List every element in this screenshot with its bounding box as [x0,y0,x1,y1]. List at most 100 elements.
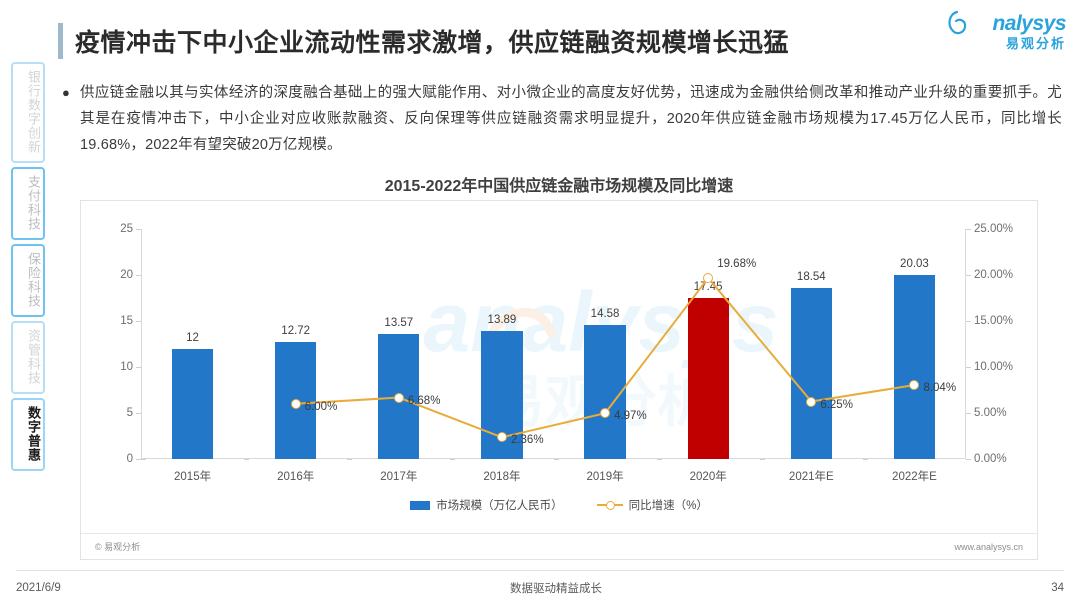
y-tick-left [136,459,141,460]
line-value-label: 6.25% [820,398,853,411]
sidebar-item-label: 支付科技 [26,175,41,231]
sidebar-item-asset-management-tech[interactable]: 资管科技 [11,321,45,394]
x-axis-label: 2019年 [586,471,624,483]
legend-item-line[interactable]: 同比增速（%） [596,497,708,513]
chart-bar[interactable] [687,298,729,459]
chart-line-series [295,276,915,439]
sidebar-item-insurance-tech[interactable]: 保险科技 [11,244,45,317]
logo-swirl-icon [948,10,967,35]
sidebar-item-digital-inclusive-finance[interactable]: 数字普惠 [11,398,45,471]
y-tick-left [136,275,141,276]
y-tick-left [136,413,141,414]
line-value-label: 2.36% [510,434,544,447]
line-data-point[interactable] [496,432,507,443]
chart-inner: analysys 易观分析 00.00%55.00%1010.00%1515.0… [81,201,1037,559]
chart-title: 2015-2022年中国供应链金融市场规模及同比增速 [384,178,734,195]
y-tick-right [966,229,971,230]
legend-swatch-bar-icon [410,500,431,510]
line-value-label: 19.68% [717,257,757,270]
y-axis-label-right: 25.00% [974,223,1014,235]
line-value-label: 4.97% [614,410,647,423]
x-tick [862,459,868,460]
analysys-logo: nalysys 易观分析 [946,8,1067,58]
legend-swatch-line-icon [596,500,623,510]
sidebar-item-label: 数字普惠 [26,406,41,462]
logo-wordmark-en: nalysys [992,12,1066,35]
chart-bar[interactable] [790,288,832,459]
y-axis-label-left: 0 [126,453,133,465]
logo-wordmark-cn: 易观分析 [1005,36,1066,51]
x-axis-label: 2017年 [380,471,418,483]
chart-axis-left [141,229,142,459]
page-footer: 2021/6/9 数据驱动精益成长 34 [16,578,1064,598]
bar-value-label: 12 [186,331,199,344]
footer-slogan: 数据驱动精益成长 [509,583,602,595]
sidebar-tabs: 银行数字创新 支付科技 保险科技 资管科技 数字普惠 [8,62,48,471]
x-tick [759,459,765,460]
sidebar-item-payment-tech[interactable]: 支付科技 [11,167,45,240]
sidebar-item-label: 资管科技 [26,329,41,385]
y-tick-right [966,321,971,322]
line-data-point[interactable] [909,380,920,391]
x-axis-label: 2018年 [483,471,521,483]
line-data-point[interactable] [806,396,817,407]
chart-axis-bottom [141,458,966,459]
bar-value-label: 17.45 [693,281,723,294]
x-axis-label: 2022年E [892,471,937,483]
y-tick-right [966,275,971,276]
bar-value-label: 13.89 [487,314,517,327]
chart-card-footer: © 易观分析 www.analysys.cn [81,533,1037,559]
line-data-point[interactable] [600,408,611,419]
bullet-body-text: 供应链金融以其与实体经济的深度融合基础上的强大赋能作用、对小微企业的高度友好优势… [80,85,1062,153]
bar-value-label: 13.57 [384,317,414,330]
y-tick-right [966,367,971,368]
footer-divider [16,570,1064,571]
sidebar-item-label: 保险科技 [26,252,41,308]
bar-value-label: 20.03 [900,257,929,270]
y-axis-label-right: 10.00% [974,361,1014,373]
legend-label-line: 同比增速（%） [628,500,708,512]
y-tick-right [966,413,971,414]
slide-header: 疫情冲击下中小企业流动性需求激增，供应链融资规模增长迅猛 [58,16,1018,66]
bar-value-label: 14.58 [590,307,620,320]
chart-card: analysys 易观分析 00.00%55.00%1010.00%1515.0… [80,200,1038,560]
x-tick [141,459,146,460]
y-axis-label-left: 15 [120,315,133,327]
line-value-label: 6.00% [304,400,338,413]
x-tick [553,459,559,460]
chart-legend: 市场规模（万亿人民币） 同比增速（%） [81,497,1037,513]
y-axis-label-left: 25 [120,223,133,235]
y-axis-label-left: 20 [120,269,133,281]
bar-value-label: 12.72 [281,324,311,337]
bullet-marker: ● [62,85,70,100]
y-tick-right [966,459,971,460]
x-axis-label: 2020年 [689,471,727,483]
y-tick-left [136,229,141,230]
page-title: 疫情冲击下中小企业流动性需求激增，供应链融资规模增长迅猛 [75,29,790,57]
chart-bar[interactable] [171,348,214,459]
bullet-paragraph: ● 供应链金融以其与实体经济的深度融合基础上的强大赋能作用、对小微企业的高度友好… [62,80,1062,158]
line-data-point[interactable] [393,392,404,403]
x-tick [656,459,662,460]
line-value-label: 8.04% [923,382,957,395]
bar-value-label: 18.54 [796,271,826,284]
x-tick [244,459,250,460]
y-axis-label-left: 10 [120,361,133,373]
x-axis-label: 2021年E [788,471,834,483]
x-axis-label: 2016年 [277,471,315,483]
y-tick-left [136,321,141,322]
chart-website: www.analysys.cn [954,541,1023,552]
chart-axis-right [965,229,966,459]
line-data-point[interactable] [703,272,714,283]
chart-copyright: © 易观分析 [95,542,141,552]
y-axis-label-right: 15.00% [974,315,1014,327]
legend-item-bar[interactable]: 市场规模（万亿人民币） [410,497,563,513]
y-axis-label-left: 5 [126,407,133,419]
y-axis-label-right: 5.00% [974,407,1007,419]
chart-bar[interactable] [584,324,626,459]
line-data-point[interactable] [290,398,301,409]
legend-label-bar: 市场规模（万亿人民币） [436,500,563,512]
chart-bar[interactable] [893,274,936,459]
x-axis-label: 2015年 [174,471,212,483]
sidebar-item-bank-digital-innovation[interactable]: 银行数字创新 [11,62,45,163]
